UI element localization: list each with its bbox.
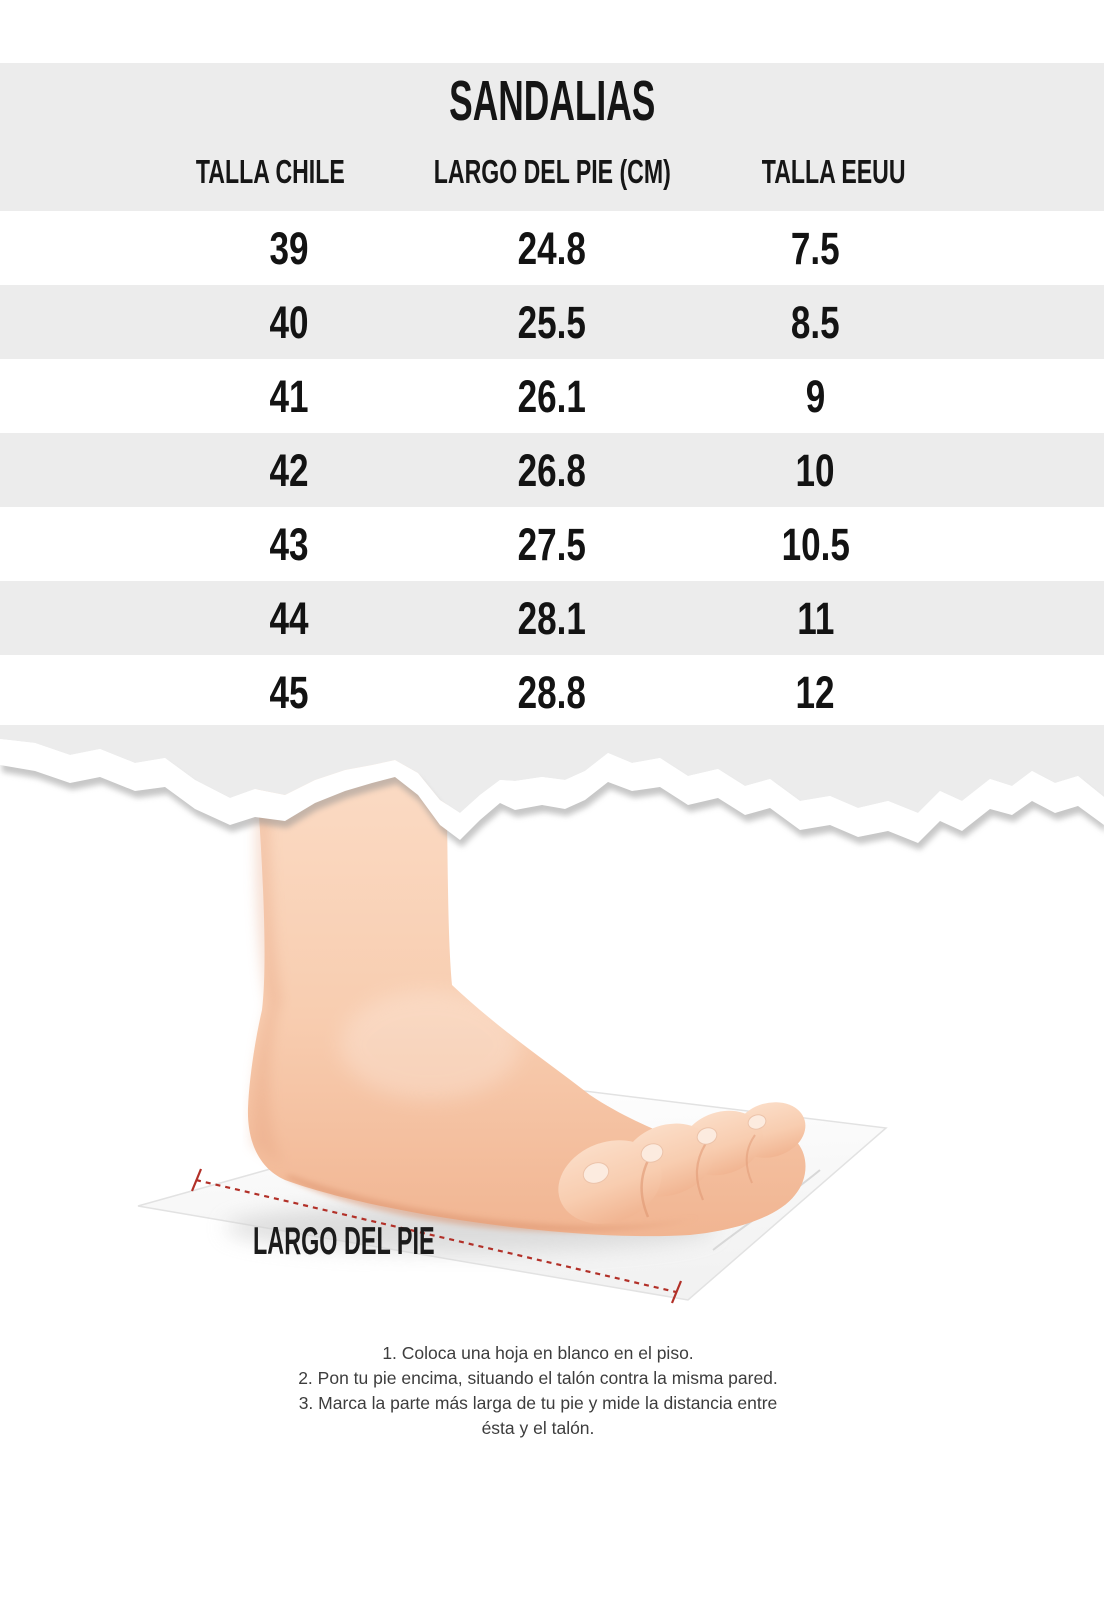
table-row: 40 25.5 8.5: [0, 285, 1104, 359]
table-row: 41 26.1 9: [0, 359, 1104, 433]
cell-talla-chile: 39: [269, 222, 309, 274]
cell-talla-eeuu: 8.5: [790, 296, 840, 348]
torn-paper-edge: [0, 725, 1104, 850]
cell-largo-pie: 28.8: [517, 666, 587, 718]
cell-largo-pie: 24.8: [517, 222, 587, 274]
cell-largo-pie: 28.1: [517, 592, 587, 644]
cell-talla-eeuu: 12: [795, 666, 835, 718]
cell-largo-pie: 25.5: [517, 296, 587, 348]
foot-illustration: [247, 745, 806, 1237]
cell-talla-chile: 44: [269, 592, 309, 644]
instruction-line-3: 3. Marca la parte más larga de tu pie y …: [298, 1393, 778, 1413]
cell-talla-chile: 45: [269, 666, 309, 718]
cell-talla-eeuu: 9: [805, 370, 826, 422]
instruction-line-4: ésta y el talón.: [481, 1418, 595, 1438]
cell-talla-eeuu: 10.5: [781, 518, 850, 570]
toenails: [582, 1114, 767, 1184]
leg-shading: [251, 755, 282, 1165]
toes: [558, 1102, 806, 1224]
size-chart-sheet: SANDALIAS TALLA CHILE LARGO DEL PIE (CM)…: [0, 63, 1104, 729]
cell-talla-eeuu: 11: [796, 592, 834, 644]
table-row: 43 27.5 10.5: [0, 507, 1104, 581]
column-header-talla-chile: TALLA CHILE: [195, 153, 345, 190]
cell-talla-chile: 40: [269, 296, 309, 348]
sole-shading: [285, 1175, 700, 1232]
size-table: 39 24.8 7.5 40 25.5 8.5 41 26.1 9 42 26.…: [0, 211, 1104, 729]
column-header-largo-pie: LARGO DEL PIE (CM): [433, 153, 671, 190]
cell-talla-chile: 42: [269, 444, 309, 496]
measurement-dashed-line: [190, 1168, 683, 1304]
cell-largo-pie: 26.1: [517, 370, 587, 422]
figure-label-largo-del-pie: LARGO DEL PIE: [253, 1220, 435, 1263]
cell-largo-pie: 27.5: [517, 518, 587, 570]
page-title: SANDALIAS: [448, 69, 656, 133]
cell-talla-chile: 41: [269, 370, 309, 422]
table-row: 42 26.8 10: [0, 433, 1104, 507]
instruction-line-2: 2. Pon tu pie encima, situando el talón …: [298, 1368, 778, 1388]
column-header-talla-eeuu: TALLA EEUU: [762, 153, 906, 190]
table-row: 45 28.8 12: [0, 655, 1104, 729]
table-row: 39 24.8 7.5: [0, 211, 1104, 285]
cell-talla-chile: 43: [269, 518, 309, 570]
foot-measurement-photo: [137, 745, 888, 1304]
cell-largo-pie: 26.8: [517, 444, 587, 496]
measurement-instructions: 1. Coloca una hoja en blanco en el piso.…: [0, 1341, 1090, 1441]
instruction-line-1: 1. Coloca una hoja en blanco en el piso.: [382, 1343, 694, 1363]
cell-talla-eeuu: 10: [795, 444, 835, 496]
cell-talla-eeuu: 7.5: [790, 222, 840, 274]
table-row: 44 28.1 11: [0, 581, 1104, 655]
table-header-row: TALLA CHILE LARGO DEL PIE (CM) TALLA EEU…: [157, 155, 947, 195]
